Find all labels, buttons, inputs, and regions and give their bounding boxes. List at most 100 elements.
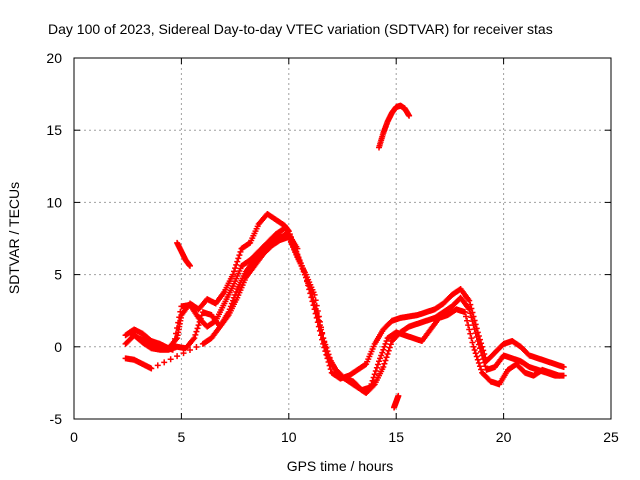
data-point bbox=[380, 364, 387, 371]
data-point bbox=[312, 305, 319, 312]
data-point bbox=[161, 359, 168, 366]
data-point bbox=[322, 343, 329, 350]
data-point bbox=[468, 314, 475, 321]
data-point bbox=[469, 318, 476, 325]
data-point bbox=[316, 322, 323, 329]
data-point bbox=[226, 306, 233, 313]
y-tick-label: 0 bbox=[54, 339, 62, 355]
data-point bbox=[194, 325, 201, 332]
data-point bbox=[186, 347, 193, 354]
data-point bbox=[386, 344, 393, 351]
data-point bbox=[300, 268, 307, 275]
data-point bbox=[170, 341, 177, 348]
data-point bbox=[237, 248, 244, 255]
data-points bbox=[122, 102, 567, 411]
data-point bbox=[233, 288, 240, 295]
data-point bbox=[314, 313, 321, 320]
data-point bbox=[383, 338, 390, 345]
x-tick-label: 25 bbox=[603, 429, 619, 445]
data-point bbox=[467, 310, 474, 317]
y-tick-label: 20 bbox=[46, 50, 62, 66]
data-point bbox=[177, 308, 184, 315]
data-point bbox=[232, 265, 239, 272]
data-point bbox=[319, 330, 326, 337]
data-point bbox=[381, 343, 388, 350]
data-point bbox=[472, 350, 479, 357]
axis-ticks: 0 5 10 15 20 25 -5 0 5 10 15 20 bbox=[46, 50, 619, 445]
data-point bbox=[315, 317, 322, 324]
data-point bbox=[465, 322, 472, 329]
data-point bbox=[321, 339, 328, 346]
data-point bbox=[367, 384, 374, 391]
data-point bbox=[395, 392, 402, 399]
data-point bbox=[378, 352, 385, 359]
data-point bbox=[381, 360, 388, 367]
data-point bbox=[176, 314, 183, 321]
data-point bbox=[461, 309, 468, 316]
x-axis-label: GPS time / hours bbox=[287, 458, 394, 474]
y-axis-label: SDTVAR / TECUs bbox=[6, 182, 22, 294]
data-point bbox=[466, 297, 473, 304]
data-point bbox=[313, 309, 320, 316]
data-point bbox=[309, 293, 316, 300]
data-point bbox=[480, 356, 487, 363]
data-point bbox=[463, 313, 470, 320]
data-point bbox=[310, 297, 317, 304]
data-point bbox=[236, 252, 243, 259]
data-point bbox=[469, 339, 476, 346]
data-point bbox=[371, 371, 378, 378]
series-track-b bbox=[122, 234, 567, 397]
data-point bbox=[475, 360, 482, 367]
data-point bbox=[476, 363, 483, 370]
series-track-d bbox=[122, 231, 301, 372]
y-tick-label: 10 bbox=[46, 194, 62, 210]
data-point bbox=[470, 343, 477, 350]
data-point bbox=[383, 354, 390, 361]
data-point bbox=[373, 364, 380, 371]
y-tick-label: 5 bbox=[54, 267, 62, 283]
data-point bbox=[229, 297, 236, 304]
x-tick-label: 20 bbox=[496, 429, 512, 445]
data-point bbox=[368, 380, 375, 387]
data-point bbox=[473, 353, 480, 360]
data-point bbox=[307, 286, 314, 293]
data-point bbox=[235, 255, 242, 262]
data-point bbox=[377, 355, 384, 362]
data-point bbox=[478, 366, 485, 373]
data-point bbox=[174, 325, 181, 332]
data-point bbox=[193, 343, 200, 350]
data-point bbox=[379, 349, 386, 356]
data-point bbox=[382, 357, 389, 364]
data-point bbox=[475, 341, 482, 348]
data-point bbox=[481, 359, 488, 366]
data-point bbox=[387, 341, 394, 348]
series-track-c bbox=[126, 225, 563, 394]
plot-frame bbox=[73, 57, 612, 420]
data-point bbox=[466, 306, 473, 313]
data-point bbox=[311, 301, 318, 308]
data-point bbox=[474, 338, 481, 345]
data-point bbox=[229, 271, 236, 278]
data-point bbox=[472, 330, 479, 337]
data-point bbox=[560, 364, 567, 371]
data-point bbox=[382, 340, 389, 347]
data-point bbox=[556, 372, 563, 379]
data-point bbox=[304, 277, 311, 284]
data-point bbox=[474, 356, 481, 363]
data-point bbox=[385, 347, 392, 354]
data-point bbox=[232, 291, 239, 298]
data-point bbox=[376, 358, 383, 365]
data-point bbox=[471, 326, 478, 333]
data-point bbox=[186, 262, 193, 269]
data-point bbox=[175, 319, 182, 326]
x-tick-label: 10 bbox=[281, 429, 297, 445]
data-point bbox=[308, 290, 315, 297]
data-point bbox=[482, 363, 489, 370]
x-tick-label: 5 bbox=[178, 429, 186, 445]
data-point bbox=[384, 351, 391, 358]
y-tick-label: 15 bbox=[46, 122, 62, 138]
data-point bbox=[468, 335, 475, 342]
data-point bbox=[479, 352, 486, 359]
data-point bbox=[467, 330, 474, 337]
